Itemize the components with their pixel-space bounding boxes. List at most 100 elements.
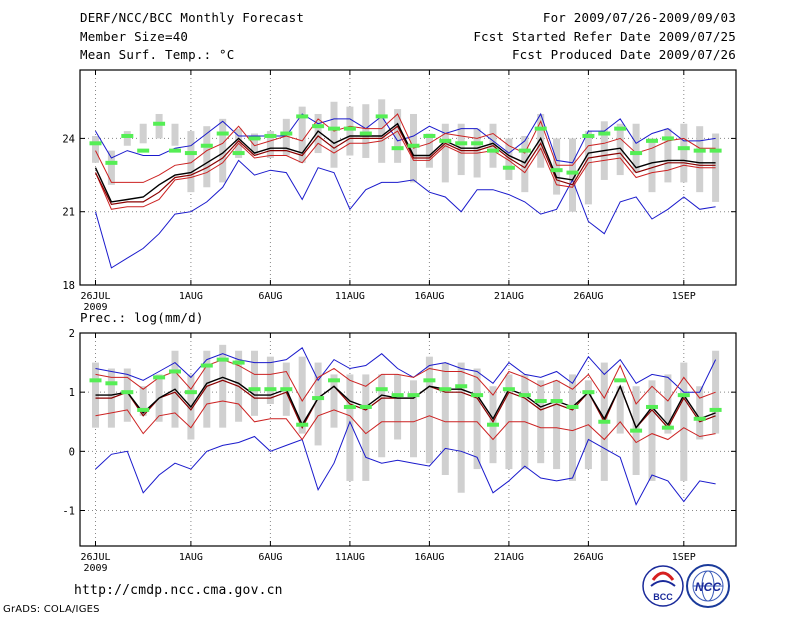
precip-range-box (410, 380, 417, 458)
precip-xtick-label: 11AUG (335, 552, 365, 563)
precip-median-marker (407, 393, 420, 398)
precip-median-marker (312, 396, 325, 401)
precip-median-marker (89, 378, 102, 383)
temp-median-marker (232, 151, 245, 156)
precip-range-box (203, 350, 211, 428)
precip-range-box (298, 356, 306, 434)
temp-range-box (187, 131, 195, 193)
temp-range-box (171, 123, 179, 146)
temp-median-marker (677, 146, 690, 151)
precip-range-box (712, 350, 720, 434)
precip-range-box (251, 350, 258, 416)
variable-label: Mean Surf. Temp.: °C (80, 47, 235, 62)
precip-median-marker (598, 419, 611, 424)
temp-median-marker (184, 151, 197, 156)
temp-median-marker (487, 148, 499, 153)
precip-frame (79, 332, 737, 547)
precip-ytick-label: 0 (69, 446, 75, 458)
precip-median-marker (200, 363, 213, 368)
temp-range-box (680, 123, 688, 183)
precip-inner-high-line (95, 359, 716, 405)
precip-median-marker (264, 387, 277, 392)
temp-median-marker (471, 141, 484, 146)
precip-range-box (537, 380, 545, 464)
temp-frame (79, 69, 737, 286)
temp-xtick-label: 11AUG (335, 291, 365, 302)
temp-range-box (505, 138, 513, 180)
temp-median-marker (407, 143, 420, 148)
precip-median-marker (280, 387, 293, 392)
temp-range-box (92, 135, 99, 163)
precip-inner-low-line (95, 400, 716, 444)
temp-median-marker (343, 126, 356, 131)
precip-xtick-label: 21AUG (494, 552, 524, 563)
temp-mean-line (94, 122, 716, 203)
precip-range-box (266, 356, 274, 404)
temp-xtick-label: 6AUG (258, 291, 282, 302)
temp-range-box (394, 109, 402, 163)
precip-median-marker (328, 378, 340, 383)
precip-median-marker (709, 407, 722, 412)
temp-range-box (346, 106, 354, 156)
temp-median-marker (391, 146, 404, 151)
temp-median-marker (200, 143, 213, 148)
temp-median-marker (264, 133, 277, 138)
precip-median-marker (439, 387, 452, 392)
temp-median-marker (709, 148, 722, 153)
temp-range-box (282, 118, 290, 156)
temp-range-box (219, 118, 227, 183)
temp-inner-low-line (95, 130, 716, 210)
temp-median-marker (121, 133, 134, 138)
precip-median-marker (216, 357, 229, 362)
precip-range-box (473, 368, 481, 470)
temp-median-marker (423, 133, 436, 138)
temp-range-box (330, 101, 338, 168)
temp-median-marker (105, 160, 118, 165)
precip-xtick-label: 16AUG (414, 552, 444, 563)
precip-range-box (123, 368, 131, 422)
temp-median-marker (216, 131, 229, 136)
website-url[interactable]: http://cmdp.ncc.cma.gov.cn (74, 583, 283, 598)
temp-median-marker (646, 138, 658, 143)
temp-median-marker (502, 165, 515, 170)
precip-median-marker (121, 390, 134, 395)
temp-outer-low-line (95, 159, 716, 269)
precip-median-marker (343, 404, 356, 409)
precip-range-box (457, 362, 465, 493)
temp-median-marker (153, 121, 166, 126)
precip-median-marker (153, 375, 166, 380)
temp-range-box (584, 131, 592, 205)
precip-range-box (441, 362, 449, 475)
temp-median-marker (137, 148, 150, 153)
temp-inner-high-line (95, 113, 716, 183)
precip-xtick-label: 26JUL (80, 552, 110, 563)
temp-ytick-label: 24 (62, 133, 75, 145)
precip-range-box (346, 374, 354, 481)
temp-median-marker (455, 141, 468, 146)
forecast-period: For 2009/07/26-2009/09/03 (542, 10, 736, 25)
temp-range-box (616, 123, 624, 176)
precip-median-marker (550, 399, 563, 404)
temp-median-marker (248, 136, 261, 141)
precip-mean-line (95, 376, 716, 430)
temp-median-marker (280, 131, 293, 136)
precip-range-box (648, 380, 656, 481)
temp-range-box (537, 113, 545, 168)
temp-ytick-label: 21 (62, 207, 75, 219)
temp-range-box (314, 113, 322, 154)
precip-xtick-label: 1SEP (672, 552, 696, 563)
temp-panel: 18 21 24 26JUL 1AUG 6AUG 11AUG 16AUG 21AUG 26AUG 1… (62, 69, 737, 313)
temp-range-box (553, 138, 561, 195)
temp-range-box (664, 128, 672, 183)
temp-median-marker (169, 148, 181, 153)
precip-median-marker (471, 393, 484, 398)
temp-xtick-label: 21AUG (494, 291, 524, 302)
precip-median-marker (359, 404, 372, 409)
temp-median-marker (630, 151, 643, 156)
temp-median-marker (566, 170, 579, 175)
precip-median-marker (582, 390, 595, 395)
temp-median-marker (693, 148, 706, 153)
precip-range-box (569, 374, 576, 481)
precip-median-marker (391, 393, 404, 398)
temp-range-box (266, 131, 274, 158)
